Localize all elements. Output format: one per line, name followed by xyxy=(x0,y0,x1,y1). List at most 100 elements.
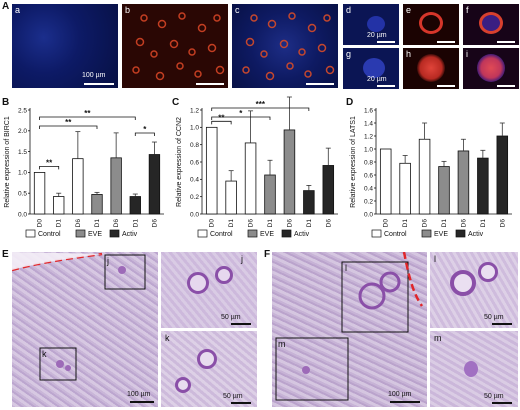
fluor-panel-b: b xyxy=(122,4,228,88)
y-tick-label: 0.4 xyxy=(190,177,199,184)
chart-birc1: Relative expression of BIRC1 0.0 0.5 1.0 1.5… xyxy=(4,107,164,238)
fluor-label-i: i xyxy=(466,49,468,59)
scale-bar-label: 100 µm xyxy=(82,72,106,79)
y-tick-label: 1.0 xyxy=(364,146,373,153)
y-tick-label: 0.0 xyxy=(18,211,27,218)
fluor-panel-h: h xyxy=(403,48,459,89)
bar xyxy=(53,196,65,215)
fluor-label-h: h xyxy=(406,49,412,59)
scale-bar-label: 50 µm xyxy=(221,314,241,321)
y-tick-label: 0.6 xyxy=(190,159,199,166)
x-tick-label: D0 xyxy=(209,219,216,228)
histology-panel-E: k j 100 µm xyxy=(12,252,158,407)
y-axis-label: Relative expression of CCN2 xyxy=(176,117,183,207)
tissue-texture xyxy=(275,252,424,401)
fluor-cells-red xyxy=(132,12,225,81)
scale-bar-label: 50 µm xyxy=(484,314,504,321)
panel-label-B: B xyxy=(2,97,10,108)
panel-label-F: F xyxy=(264,249,271,260)
x-tick-label: D6 xyxy=(286,219,293,228)
bar xyxy=(438,166,450,215)
x-tick-label: D6 xyxy=(499,219,506,228)
y-tick-label: 0.5 xyxy=(18,191,27,198)
y-tick-label: 1.6 xyxy=(364,107,373,114)
bar xyxy=(322,165,335,215)
y-tick-label: 0.2 xyxy=(364,198,373,205)
fluor-panel-i: i xyxy=(463,48,519,89)
x-tick-label: D1 xyxy=(267,219,274,228)
scale-bar xyxy=(377,41,395,43)
fluor-label-g: g xyxy=(346,49,352,59)
legend-swatch-control xyxy=(371,229,382,238)
legend-label-activ: Activ xyxy=(294,231,310,238)
legend-swatch-eve xyxy=(421,229,432,238)
significance-label: * xyxy=(239,109,243,118)
scale-bar xyxy=(492,402,512,404)
y-tick-label: 1.4 xyxy=(364,120,373,127)
x-tick-label: D1 xyxy=(228,219,235,228)
bar xyxy=(33,172,46,215)
bar xyxy=(303,190,315,215)
legend-label-eve: EVE xyxy=(88,231,102,238)
significance-bracket xyxy=(211,116,271,120)
x-tick-label: D6 xyxy=(460,219,467,228)
y-tick-label: 0.4 xyxy=(364,185,373,192)
x-tick-label: D0 xyxy=(37,219,44,228)
y-tick-label: 1.5 xyxy=(18,149,27,156)
y-axis-label: Relative expression of BIRC1 xyxy=(4,116,11,208)
legend-swatch-activ xyxy=(455,229,466,238)
inset-label-m: m xyxy=(434,333,442,343)
scale-bar-label: 100 µm xyxy=(127,391,151,398)
region-label-m: m xyxy=(278,339,286,349)
significance-label: * xyxy=(143,125,147,134)
panel-label-D: D xyxy=(346,97,354,108)
scale-bar xyxy=(130,401,154,403)
x-tick-label: D6 xyxy=(422,219,429,228)
legend-label-control: Control xyxy=(384,231,407,238)
inset-label-l: l xyxy=(434,254,436,264)
x-tick-label: D6 xyxy=(325,219,332,228)
bar xyxy=(129,196,141,215)
fluor-label-e: e xyxy=(406,5,412,15)
scale-bar-label: 20 µm xyxy=(367,76,387,83)
chart-ccn2: Relative expression of CCN2 0.0 0.2 0.4 0.6 0… xyxy=(176,96,338,238)
legend-label-activ: Activ xyxy=(468,231,484,238)
histology-inset-j: j 50 µm xyxy=(161,252,257,328)
scale-bar xyxy=(84,83,114,85)
legend-label-eve: EVE xyxy=(260,231,274,238)
fluor-panel-d: d 20 µm xyxy=(343,4,399,45)
x-tick-label: D0 xyxy=(383,219,390,228)
scale-bar xyxy=(497,41,515,43)
y-tick-label: 1.0 xyxy=(190,125,199,132)
legend-swatch-eve xyxy=(247,229,258,238)
legend-swatch-control xyxy=(25,229,36,238)
fluor-panel-e: e xyxy=(403,4,459,45)
bar xyxy=(72,158,84,215)
scale-bar xyxy=(306,83,334,85)
bar xyxy=(457,150,470,215)
legend-label-activ: Activ xyxy=(122,231,138,238)
legend-label-control: Control xyxy=(210,231,233,238)
scale-bar-label: 50 µm xyxy=(484,393,504,400)
inset-label-k: k xyxy=(165,333,170,343)
y-tick-label: 0.8 xyxy=(364,159,373,166)
significance-bracket xyxy=(211,120,232,125)
y-tick-label: 0.0 xyxy=(190,211,199,218)
significance-bracket xyxy=(134,132,155,137)
bar xyxy=(148,154,161,215)
tissue-texture xyxy=(12,252,146,381)
scale-bar xyxy=(196,83,224,85)
significance-bracket xyxy=(39,166,60,170)
x-tick-label: D6 xyxy=(248,219,255,228)
x-tick-label: D1 xyxy=(132,219,139,228)
bar xyxy=(283,129,296,215)
bar xyxy=(496,135,509,215)
chart-lats1: Relative expression of LATS1 0.0 0.2 0.4 0.6… xyxy=(350,107,512,238)
significance-label: *** xyxy=(256,100,266,109)
fluor-label-a: a xyxy=(15,5,21,15)
bar xyxy=(418,138,431,215)
scale-bar xyxy=(231,323,251,325)
fluor-label-d: d xyxy=(346,5,352,15)
panel-label-C: C xyxy=(172,97,180,108)
x-tick-label: D1 xyxy=(56,219,63,228)
